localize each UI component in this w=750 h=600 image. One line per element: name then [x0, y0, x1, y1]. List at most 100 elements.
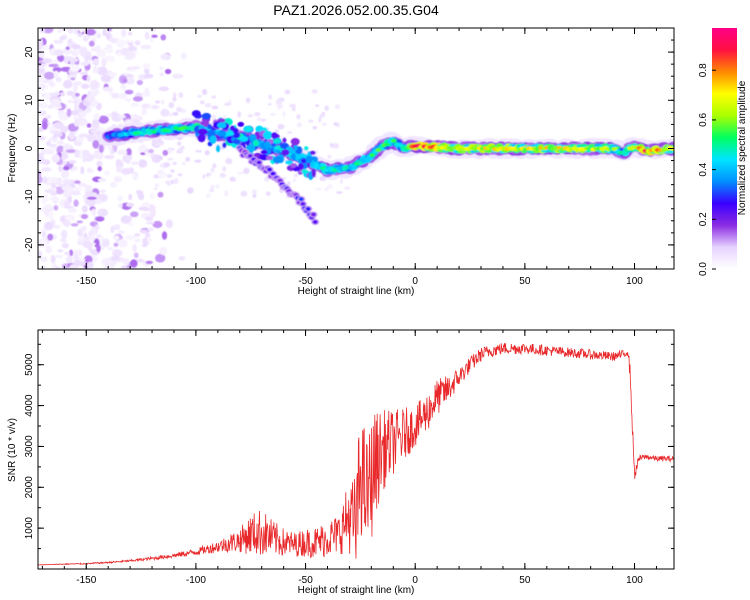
spectrogram-noise-blob	[88, 40, 95, 47]
spectrogram-noise-blob	[59, 36, 66, 40]
spectrogram-noise-blob	[68, 160, 77, 164]
spectrogram-noise-blob	[336, 191, 343, 194]
spectrogram-marks	[38, 28, 674, 269]
spectrogram-noise-blob	[165, 180, 171, 185]
spectrogram-noise-blob	[70, 223, 79, 227]
spectrogram-noise-blob	[44, 221, 54, 231]
spectrogram-branch-core	[256, 160, 262, 165]
spectrogram-ridge-scatter	[217, 131, 227, 137]
spectrogram-noise-blob	[237, 111, 241, 118]
spectrogram-ridge-scatter	[297, 163, 304, 170]
spectrogram-noise-blob	[38, 152, 45, 159]
figure-title: PAZ1.2026.052.00.35.G04	[273, 2, 439, 18]
spectrogram-noise-blob	[71, 187, 83, 192]
spectrogram-frame	[37, 27, 675, 270]
spectrogram-noise-blob	[110, 149, 115, 155]
spectrogram-noise-blob	[100, 74, 111, 83]
spectrogram-noise-blob	[62, 220, 71, 226]
spectrogram-noise-blob	[152, 220, 163, 229]
spectrogram-ridge-scatter	[303, 146, 309, 151]
spectrogram-noise-blob	[284, 89, 291, 95]
spectrogram-noise-blob	[83, 55, 93, 61]
spectrogram-ridge-scatter	[271, 132, 278, 139]
spectrogram-noise-blob	[69, 264, 77, 269]
colorbar-tick-label: 0.2	[698, 212, 709, 226]
colorbar-label: Normalized spectral amplitude	[737, 80, 748, 215]
spectrogram-noise-blob	[42, 176, 48, 184]
spectrogram-noise-blob	[111, 255, 120, 261]
spectrogram-noise-blob	[57, 54, 65, 62]
spectrogram-noise-blob	[97, 210, 102, 216]
snr-xtick-label: -150	[76, 575, 96, 586]
spectrogram-noise-blob	[64, 214, 76, 222]
spectrogram-ridge-scatter	[263, 130, 273, 140]
spectrogram-noise-blob	[315, 104, 319, 107]
spectrogram-noise-blob	[286, 131, 293, 134]
spectrogram-noise-blob	[115, 159, 121, 168]
spectrogram-noise-blob	[62, 47, 72, 55]
spectrogram-noise-blob	[70, 190, 81, 196]
spectrogram-noise-blob	[65, 255, 73, 264]
spectrogram-ridge-scatter	[291, 153, 296, 161]
spectrogram-noise-blob	[117, 114, 127, 119]
spectrogram-noise-blob	[85, 134, 97, 140]
spectrogram-noise-blob	[96, 160, 103, 167]
spectrogram-noise-blob	[124, 76, 135, 85]
spectrogram-noise-blob	[70, 57, 79, 62]
spectrogram-noise-blob	[222, 114, 227, 120]
spectrogram-noise-blob	[212, 163, 217, 169]
spectrogram-noise-blob	[149, 35, 154, 43]
spectrogram-noise-blob	[50, 255, 56, 264]
spectrogram-noise-blob	[161, 231, 168, 240]
spectrogram-noise-blob	[159, 66, 164, 71]
spectrogram-noise-blob	[81, 205, 88, 213]
spectrogram-noise-blob	[182, 162, 187, 165]
spectrogram-noise-blob	[84, 184, 93, 194]
snr-xtick-label: 50	[519, 575, 531, 586]
spectrogram-noise-blob	[210, 167, 215, 173]
spectrogram-noise-blob	[38, 127, 44, 132]
spectrogram-branch-core	[300, 202, 306, 206]
spectrogram-noise-blob	[160, 53, 171, 60]
spectrogram-noise-blob	[106, 47, 114, 54]
spectrogram-noise-blob	[172, 112, 179, 116]
spectrogram-noise-blob	[48, 63, 59, 68]
spectrogram-noise-blob	[77, 249, 83, 257]
spectrogram-noise-blob	[324, 105, 330, 111]
spectrogram-noise-blob	[38, 102, 48, 109]
spectrogram-noise-blob	[41, 121, 48, 130]
spectrogram-noise-blob	[268, 103, 272, 106]
spectrogram-noise-blob	[65, 149, 77, 154]
spectrogram-noise-blob	[101, 57, 107, 67]
spectrogram-noise-blob	[130, 211, 139, 218]
spectrogram-noise-blob	[49, 98, 61, 107]
spectrogram-ridge-scatter	[301, 169, 309, 174]
spectrogram-noise-blob	[197, 94, 202, 98]
spectrogram-ridge-scatter	[197, 128, 208, 136]
spectrogram-noise-blob	[96, 244, 101, 253]
spectrogram-noise-blob	[82, 149, 90, 157]
spectrogram-noise-blob	[118, 203, 123, 208]
spectrogram-noise-blob	[85, 94, 95, 103]
snr-ticks: -150 -100 -50 0 50 100 1000 2000 3000 4000 5000	[24, 330, 674, 586]
spectrogram-noise-blob	[155, 100, 161, 104]
spectrogram-noise-blob	[107, 247, 114, 251]
spectrogram-noise-blob	[77, 182, 87, 187]
spectrogram-ridge-scatter	[282, 137, 287, 143]
spectrogram-noise-blob	[160, 108, 170, 117]
spectrogram-ridge-scatter	[290, 163, 297, 168]
spectrogram-noise-blob	[60, 92, 65, 97]
snr-marks	[38, 343, 674, 566]
spectrogram-noise-blob	[240, 190, 248, 197]
spectrogram-noise-blob	[61, 242, 69, 249]
spectrogram-ytick-label: -10	[24, 189, 35, 204]
spectrogram-noise-blob	[138, 159, 148, 168]
spectrogram-noise-blob	[66, 108, 72, 117]
spectrogram-noise-blob	[127, 31, 133, 36]
spectrogram-noise-blob	[204, 150, 210, 156]
spectrogram-noise-blob	[105, 56, 115, 62]
spectrogram-noise-blob	[140, 144, 148, 148]
spectrogram-noise-blob	[215, 184, 220, 189]
spectrogram-noise-blob	[211, 114, 217, 121]
